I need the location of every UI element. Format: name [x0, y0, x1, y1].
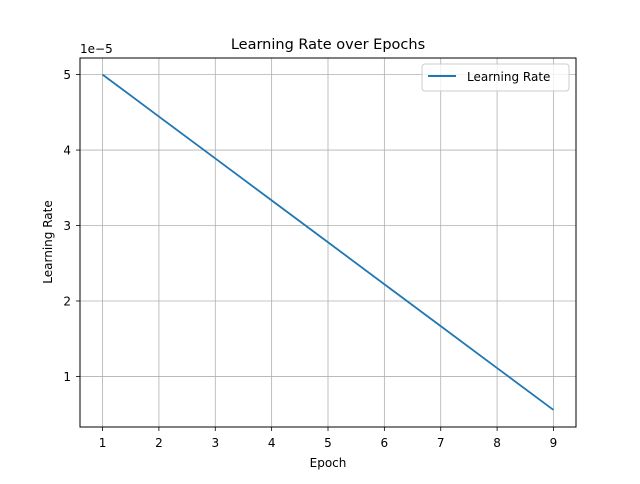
y-offset-label: 1e−5	[80, 42, 113, 56]
x-tick-label: 8	[493, 436, 501, 450]
y-tick-label: 2	[63, 294, 71, 308]
x-tick-label: 4	[268, 436, 276, 450]
series-line	[102, 73, 554, 411]
y-tick-label: 1	[63, 370, 71, 384]
x-tick-label: 9	[550, 436, 558, 450]
x-axis-ticks: 1 2 3 4 5 6 7 8 9	[99, 427, 558, 450]
y-tick-label: 5	[63, 68, 71, 82]
legend-label: Learning Rate	[467, 70, 550, 84]
x-tick-label: 5	[324, 436, 332, 450]
legend-box	[421, 63, 570, 92]
y-tick-label: 3	[63, 219, 71, 233]
grid-lines	[80, 58, 576, 427]
x-tick-label: 7	[437, 436, 445, 450]
x-tick-label: 2	[155, 436, 163, 450]
plot-area	[102, 73, 554, 411]
x-axis-label: Epoch	[310, 456, 347, 470]
chart-title: Learning Rate over Epochs	[231, 37, 425, 53]
y-tick-label: 4	[63, 144, 71, 158]
x-tick-label: 1	[99, 436, 107, 450]
y-axis-ticks: 1 2 3 4 5	[63, 68, 80, 384]
y-axis-label: Learning Rate	[41, 200, 55, 283]
x-tick-label: 6	[381, 436, 389, 450]
x-tick-label: 3	[211, 436, 219, 450]
legend: Learning Rate	[421, 63, 570, 92]
